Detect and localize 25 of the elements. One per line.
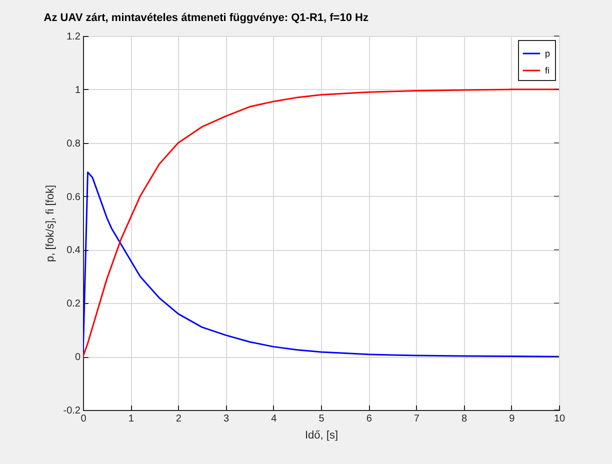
x-axis-title: Idő, [s] — [304, 430, 338, 442]
line-series — [83, 88, 559, 358]
y-axis-title: p, [fok/s], fi [fok] — [44, 184, 56, 262]
chart-title: Az UAV zárt, mintavételes átmeneti függvénye: Q1-R1, f=10 Hz — [44, 12, 369, 24]
y-tick-label: 1.2 — [66, 32, 81, 42]
x-tick-label: 2 — [176, 414, 182, 424]
line-series — [83, 171, 559, 358]
x-tick-label: 10 — [554, 414, 566, 424]
y-tick-label: 0.4 — [66, 245, 81, 256]
x-tick-label: 8 — [462, 414, 468, 424]
y-tick-label: 0.2 — [66, 298, 81, 310]
x-tick-label: 5 — [318, 414, 325, 424]
y-tick-label: 0.6 — [66, 192, 81, 203]
legend-label: p — [545, 48, 550, 58]
y-tick-label: 0 — [74, 352, 81, 364]
y-tick-label: 0.8 — [66, 138, 81, 150]
x-tick-label: 3 — [224, 414, 230, 424]
y-tick-label: -0.2 — [63, 406, 81, 416]
x-tick-label: 1 — [128, 414, 134, 424]
y-tick-label: 1 — [74, 84, 81, 96]
x-tick-label: 7 — [414, 414, 420, 424]
x-tick-label: 6 — [366, 414, 372, 424]
x-tick-label: 9 — [509, 414, 516, 424]
x-tick-label: 4 — [271, 414, 278, 424]
legend-label: fi — [545, 66, 550, 76]
